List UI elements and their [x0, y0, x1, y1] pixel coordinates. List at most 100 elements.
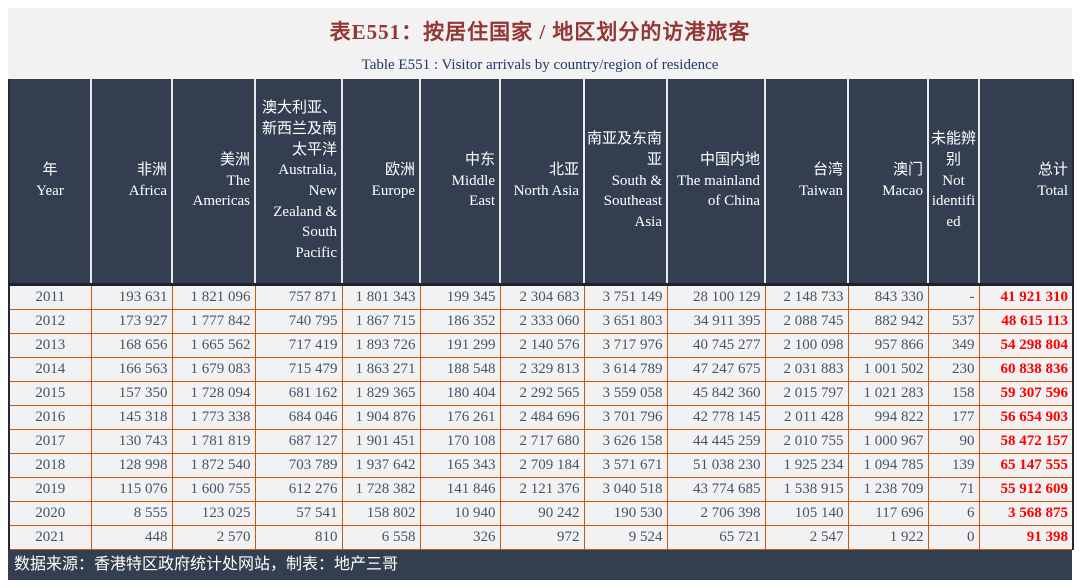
cell-value: 90 242 [499, 501, 585, 526]
table-row: 2019 115 076 1 600 755 612 276 1 728 382 141 … [8, 477, 1074, 502]
cell-value: 2 100 098 [764, 333, 849, 358]
cell-value: 2 140 576 [499, 333, 585, 358]
cell-year: 2015 [8, 381, 92, 406]
cell-value: 1 773 338 [171, 405, 256, 430]
cell-value: 2 333 060 [499, 309, 585, 334]
cell-value: - [927, 284, 980, 310]
column-header-en: Europe [371, 183, 415, 199]
cell-year: 2016 [8, 405, 92, 430]
column-header-en: Middle East [451, 172, 495, 210]
cell-value: 158 [927, 381, 980, 406]
column-header-total: 总计 Total [978, 79, 1073, 286]
cell-value: 1 922 [847, 525, 929, 550]
cell-value: 957 866 [847, 333, 929, 358]
cell-value: 186 352 [419, 309, 501, 334]
cell-value: 199 345 [419, 284, 501, 310]
cell-value: 65 721 [666, 525, 766, 550]
column-header-en: Not identified [931, 172, 976, 231]
cell-value: 180 404 [419, 381, 501, 406]
cell-value: 757 871 [254, 284, 343, 310]
cell-year: 2014 [8, 357, 92, 382]
cell-total: 56 654 903 [978, 405, 1074, 430]
cell-value: 2 121 376 [499, 477, 585, 502]
column-header-en: Taiwan [799, 183, 843, 199]
cell-value: 3 701 796 [583, 405, 668, 430]
cell-value: 972 [499, 525, 585, 550]
cell-value: 115 076 [90, 477, 173, 502]
cell-value: 1 728 382 [341, 477, 421, 502]
table-header: 年 Year 非洲 Africa 美洲 The Americas 澳大利亚、新西兰及南太平洋… [9, 79, 1073, 286]
cell-total: 91 398 [978, 525, 1074, 550]
cell-value: 1 821 096 [171, 284, 256, 310]
cell-value: 448 [90, 525, 173, 550]
cell-value: 326 [419, 525, 501, 550]
column-header-en: North Asia [513, 183, 579, 199]
cell-total: 41 921 310 [978, 284, 1074, 310]
cell-value: 1 238 709 [847, 477, 929, 502]
column-header-north-asia: 北亚 North Asia [499, 79, 584, 286]
table-body: 2011 193 631 1 821 096 757 871 1 801 343 199 … [8, 284, 1074, 550]
column-header-zh: 年 [42, 162, 58, 179]
cell-value: 740 795 [254, 309, 343, 334]
column-header-europe: 欧洲 Europe [341, 79, 420, 286]
cell-value: 2 010 755 [764, 429, 849, 454]
cell-value: 3 626 158 [583, 429, 668, 454]
cell-year: 2017 [8, 429, 92, 454]
cell-value: 188 548 [419, 357, 501, 382]
cell-value: 230 [927, 357, 980, 382]
cell-total: 58 472 157 [978, 429, 1074, 454]
cell-value: 139 [927, 453, 980, 478]
column-header-en: The Americas [192, 172, 250, 210]
cell-year: 2013 [8, 333, 92, 358]
cell-value: 1 925 234 [764, 453, 849, 478]
cell-value: 1 600 755 [171, 477, 256, 502]
cell-value: 51 038 230 [666, 453, 766, 478]
cell-value: 128 998 [90, 453, 173, 478]
cell-value: 1 000 967 [847, 429, 929, 454]
cell-year: 2020 [8, 501, 92, 526]
cell-value: 6 558 [341, 525, 421, 550]
column-header-not-identified: 未能辨别 Not identified [927, 79, 979, 286]
cell-total: 48 615 113 [978, 309, 1074, 334]
cell-value: 166 563 [90, 357, 173, 382]
cell-value: 1 021 283 [847, 381, 929, 406]
column-header-taiwan: 台湾 Taiwan [764, 79, 848, 286]
cell-value: 145 318 [90, 405, 173, 430]
column-header-year: 年 Year [9, 79, 91, 286]
cell-total: 60 838 836 [978, 357, 1074, 382]
cell-value: 176 261 [419, 405, 501, 430]
cell-value: 177 [927, 405, 980, 430]
cell-value: 2 015 797 [764, 381, 849, 406]
table-row: 2016 145 318 1 773 338 684 046 1 904 876 176 … [8, 405, 1074, 430]
table-row: 2021 448 2 570 810 6 558 326 972 9 524 65 721 2 5… [8, 525, 1074, 550]
column-header-en: Australia, New Zealand & South Pacific [273, 162, 337, 262]
cell-value: 703 789 [254, 453, 343, 478]
cell-value: 2 329 813 [499, 357, 585, 382]
cell-value: 612 276 [254, 477, 343, 502]
cell-value: 2 484 696 [499, 405, 585, 430]
cell-value: 45 842 360 [666, 381, 766, 406]
column-header-en: Year [36, 183, 64, 199]
cell-value: 1 863 271 [341, 357, 421, 382]
column-header-en: South & Southeast Asia [603, 172, 662, 231]
cell-value: 2 292 565 [499, 381, 585, 406]
visitor-arrivals-table: 年 Year 非洲 Africa 美洲 The Americas 澳大利亚、新西兰及南太平洋… [8, 79, 1074, 550]
column-header-africa: 非洲 Africa [90, 79, 172, 286]
table-row: 2018 128 998 1 872 540 703 789 1 937 642 165 … [8, 453, 1074, 478]
cell-value: 2 570 [171, 525, 256, 550]
cell-value: 3 717 976 [583, 333, 668, 358]
cell-value: 2 031 883 [764, 357, 849, 382]
column-header-mainland-china: 中国内地 The mainland of China [666, 79, 765, 286]
column-header-en: Macao [882, 183, 923, 199]
cell-value: 1 937 642 [341, 453, 421, 478]
cell-year: 2021 [8, 525, 92, 550]
column-header-en: Africa [128, 183, 167, 199]
cell-value: 1 679 083 [171, 357, 256, 382]
cell-total: 54 298 804 [978, 333, 1074, 358]
cell-value: 42 778 145 [666, 405, 766, 430]
column-header-australia-nz-south-pacific: 澳大利亚、新西兰及南太平洋 Australia, New Zealand & So… [254, 79, 342, 286]
column-header-zh: 欧洲 [384, 162, 415, 179]
cell-value: 994 822 [847, 405, 929, 430]
cell-value: 123 025 [171, 501, 256, 526]
cell-value: 173 927 [90, 309, 173, 334]
